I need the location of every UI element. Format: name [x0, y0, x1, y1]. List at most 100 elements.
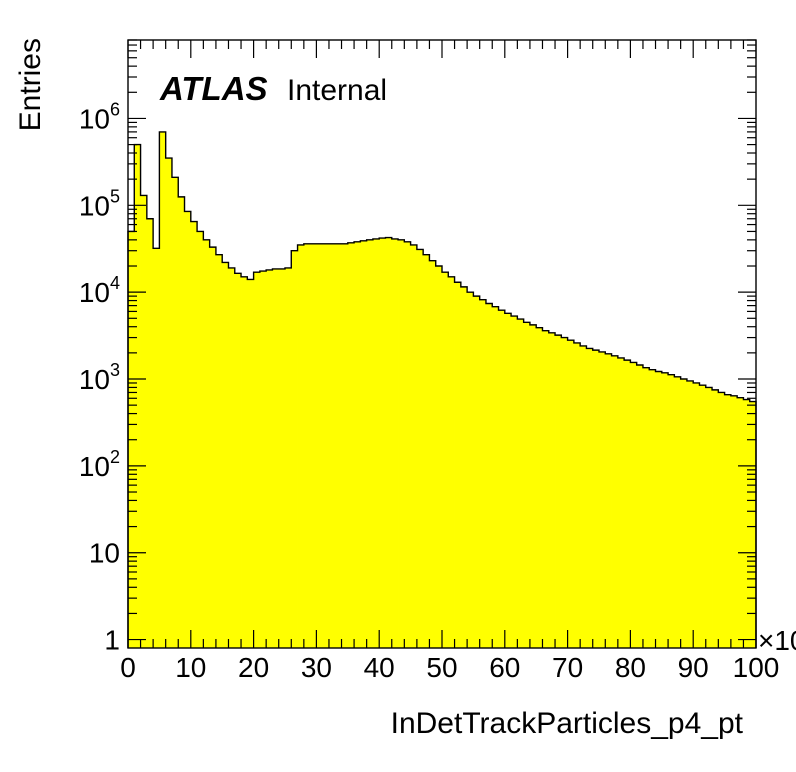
histogram-bin — [184, 211, 192, 648]
histogram-bin — [385, 237, 393, 648]
x-tick-labels: 0 10 20 30 40 50 60 70 80 90 100 — [120, 652, 779, 683]
histogram-bin — [197, 231, 204, 649]
histogram-bin — [165, 158, 173, 648]
histogram-bin — [259, 271, 267, 648]
histogram-bin — [561, 337, 568, 648]
histogram-bin — [209, 247, 217, 648]
histogram-bin — [580, 345, 587, 648]
y-axis-label: Entries — [14, 38, 47, 131]
histogram-bin — [730, 395, 738, 648]
histogram-bin — [743, 399, 751, 648]
histogram-bin — [335, 243, 342, 648]
histogram-bin — [272, 268, 280, 648]
histogram-outline — [127, 131, 757, 648]
histogram-bin — [285, 267, 292, 648]
histogram-bin — [467, 292, 474, 648]
histogram-bin — [354, 241, 361, 648]
histogram-bin — [241, 276, 248, 648]
histogram-bin — [655, 371, 663, 648]
y-tick-label: 103 — [79, 360, 120, 395]
histogram-bin — [228, 267, 236, 648]
histogram-bin — [448, 276, 455, 648]
histogram-bin — [693, 382, 700, 648]
histogram-bin — [391, 238, 399, 648]
histogram-bin — [247, 279, 254, 648]
x-tick-label: 80 — [615, 652, 646, 683]
histogram-bin — [712, 389, 719, 648]
histogram-bin — [178, 196, 185, 648]
histogram-bin — [492, 306, 499, 648]
histogram-bin — [661, 372, 669, 648]
histogram-bin — [310, 243, 317, 648]
histogram-bin — [523, 322, 531, 648]
histogram-bin — [322, 243, 330, 648]
histogram-bin — [347, 242, 355, 648]
internal-label: Internal — [287, 74, 387, 107]
y-tick-label: 105 — [79, 186, 120, 221]
histogram-bin — [636, 364, 644, 648]
histogram-bin — [548, 332, 556, 648]
histogram-bin — [366, 239, 374, 648]
x-tick-label: 10 — [175, 652, 206, 683]
histogram-bin — [668, 374, 675, 648]
y-tick-label: 102 — [79, 447, 120, 482]
histogram-bin — [190, 221, 198, 649]
y-tick-label: 104 — [79, 273, 120, 308]
histogram-bin — [360, 240, 368, 648]
histogram-bin — [517, 319, 525, 648]
histogram-bin — [379, 238, 386, 648]
histogram-bin — [297, 244, 305, 649]
histogram-bin — [542, 330, 550, 648]
histogram-bin — [429, 260, 437, 648]
histogram-bin — [705, 387, 713, 648]
histogram-bin — [718, 392, 725, 648]
histogram-bin — [398, 239, 405, 648]
histogram-bin — [460, 286, 468, 648]
histogram-bin — [592, 350, 600, 648]
histogram-bin — [649, 369, 656, 648]
histogram-bin — [291, 250, 298, 648]
histogram-bin — [498, 310, 506, 648]
histogram-bin — [699, 385, 707, 648]
histogram-bin — [536, 327, 543, 648]
histogram-bin — [410, 244, 418, 649]
histogram-bin — [153, 248, 160, 649]
y-tick-label: 106 — [79, 99, 120, 134]
histogram-bin — [504, 313, 512, 648]
histogram-bin — [266, 269, 273, 648]
histogram-bin — [278, 268, 286, 648]
y-tick-label: 1 — [104, 625, 120, 656]
x-tick-label: 100 — [733, 652, 780, 683]
histogram-bin — [171, 177, 179, 648]
histogram-bin — [749, 401, 757, 648]
histogram-bin — [737, 397, 744, 648]
histogram-bin — [146, 218, 154, 649]
x-tick-label: 60 — [489, 652, 520, 683]
histogram-bars — [128, 131, 757, 649]
histogram-bin — [203, 239, 211, 648]
histogram-bin — [724, 394, 732, 648]
histogram-bin — [328, 243, 336, 648]
histogram-bin — [159, 131, 167, 648]
histogram-bin — [485, 303, 493, 648]
histogram-bin — [555, 335, 562, 648]
histogram-bin — [573, 342, 581, 648]
histogram-bin — [567, 340, 575, 648]
histogram-bin — [586, 348, 594, 648]
histogram-bin — [686, 380, 694, 648]
histogram-bin — [605, 353, 612, 648]
histogram-bin — [529, 324, 537, 648]
histogram-bin — [253, 272, 261, 648]
x-tick-label: 90 — [678, 652, 709, 683]
histogram-bin — [624, 360, 631, 648]
x-tick-label: 40 — [364, 652, 395, 683]
histogram-bin — [404, 241, 411, 648]
histogram-bin — [303, 243, 311, 648]
x-tick-label: 30 — [301, 652, 332, 683]
histogram-bin — [454, 282, 462, 648]
histogram-bin — [316, 243, 324, 648]
histogram-bin — [473, 296, 481, 648]
x-axis-label: InDetTrackParticles_p4_pt — [391, 707, 744, 740]
histogram-bin — [511, 316, 518, 648]
